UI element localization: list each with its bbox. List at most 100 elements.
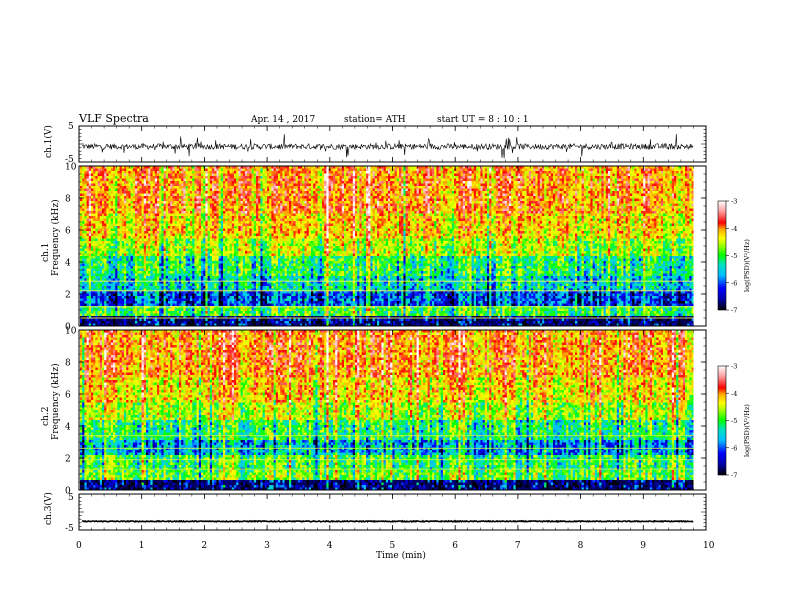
spectrogram-cell [208, 171, 211, 174]
spectrogram-cell [135, 284, 138, 287]
spectrogram-cell [98, 201, 101, 204]
spectrogram-cell [216, 271, 219, 274]
spectrogram-cell [117, 204, 120, 207]
spectrogram-cell [93, 216, 96, 219]
spectrogram-cell [205, 264, 208, 267]
spectrogram-cell [230, 314, 233, 317]
spectrogram-cell [137, 286, 140, 289]
spectrogram-cell [203, 201, 206, 204]
spectrogram-cell [142, 221, 145, 224]
spectrogram-cell [126, 266, 129, 269]
spectrogram-cell [212, 174, 215, 177]
spectrogram-cell [190, 224, 193, 227]
spectrogram-cell [175, 204, 178, 207]
spectrogram-cell [84, 271, 87, 274]
spectrogram-cell [190, 309, 193, 312]
spectrogram-cell [230, 286, 233, 289]
spectrogram-cell [93, 296, 96, 299]
spectrogram-cell [93, 269, 96, 272]
spectrogram-cell [115, 251, 118, 254]
spectrogram-cell [199, 174, 202, 177]
spectrogram-cell [104, 239, 107, 242]
spectrogram-cell [131, 304, 134, 307]
spectrogram-cell [210, 181, 213, 184]
spectrogram-cell [113, 206, 116, 209]
spectrogram-cell [133, 264, 136, 267]
spectrogram-cell [102, 291, 105, 294]
spectrogram-cell [190, 256, 193, 259]
spectrogram-cell [234, 309, 237, 312]
spectrogram-cell [179, 179, 182, 182]
spectrogram-cell [139, 171, 142, 174]
spectrogram-cell [124, 204, 127, 207]
spectrogram-cell [102, 251, 105, 254]
spectrogram-cell [146, 176, 149, 179]
spectrogram-cell [181, 181, 184, 184]
spectrogram-cell [230, 229, 233, 232]
spectrogram-cell [137, 291, 140, 294]
spectrogram-cell [188, 286, 191, 289]
spectrogram-cell [194, 266, 197, 269]
spectrogram-cell [186, 226, 189, 229]
spectrogram-cell [133, 319, 136, 322]
spectrogram-cell [232, 184, 235, 187]
spectrogram-cell [247, 206, 250, 209]
spectrogram-cell [245, 276, 248, 279]
spectrogram-cell [168, 286, 171, 289]
spectrogram-cell [120, 261, 123, 264]
spectrogram-cell [109, 221, 112, 224]
spectrogram-cell [172, 204, 175, 207]
spectrogram-cell [208, 176, 211, 179]
spectrogram-cell [137, 254, 140, 257]
spectrogram-cell [100, 179, 103, 182]
spectrogram-cell [199, 191, 202, 194]
spectrogram-cell [214, 259, 217, 262]
spectrogram-cell [247, 239, 250, 242]
spectrogram-cell [113, 319, 116, 322]
spectrogram-cell [236, 236, 239, 239]
spectrogram-cell [168, 239, 171, 242]
spectrogram-cell [166, 194, 169, 197]
spectrogram-cell [80, 191, 83, 194]
spectrogram-cell [139, 194, 142, 197]
spectrogram-cell [181, 226, 184, 229]
spectrogram-cell [172, 314, 175, 317]
spectrogram-cell [170, 304, 173, 307]
spectrogram-cell [133, 256, 136, 259]
spectrogram-cell [146, 286, 149, 289]
spectrogram-cell [157, 201, 160, 204]
spectrogram-cell [91, 299, 94, 302]
spectrogram-cell [201, 191, 204, 194]
spectrogram-cell [168, 249, 171, 252]
spectrogram-cell [142, 216, 145, 219]
spectrogram-cell [166, 261, 169, 264]
spectrogram-cell [245, 239, 248, 242]
spectrogram-cell [95, 309, 98, 312]
spectrogram-cell [205, 201, 208, 204]
spectrogram-cell [197, 271, 200, 274]
spectrogram-cell [197, 201, 200, 204]
spectrogram-cell [230, 194, 233, 197]
spectrogram-cell [219, 284, 222, 287]
spectrogram-cell [219, 256, 222, 259]
spectrogram-cell [247, 209, 250, 212]
spectrogram-cell [205, 181, 208, 184]
spectrogram-cell [230, 234, 233, 237]
spectrogram-cell [106, 274, 109, 277]
spectrogram-cell [115, 261, 118, 264]
spectrogram-cell [157, 284, 160, 287]
spectrogram-cell [192, 224, 195, 227]
spectrogram-cell [80, 276, 83, 279]
spectrogram-cell [161, 226, 164, 229]
spectrogram-cell [197, 314, 200, 317]
spectrogram-cell [201, 214, 204, 217]
spectrogram-cell [131, 294, 134, 297]
spectrogram-cell [232, 239, 235, 242]
spectrogram-cell [190, 219, 193, 222]
spectrogram-cell [102, 301, 105, 304]
spectrogram-cell [146, 226, 149, 229]
spectrogram-cell [197, 291, 200, 294]
spectrogram-cell [150, 256, 153, 259]
spectrogram-cell [104, 311, 107, 314]
spectrogram-cell [179, 264, 182, 267]
